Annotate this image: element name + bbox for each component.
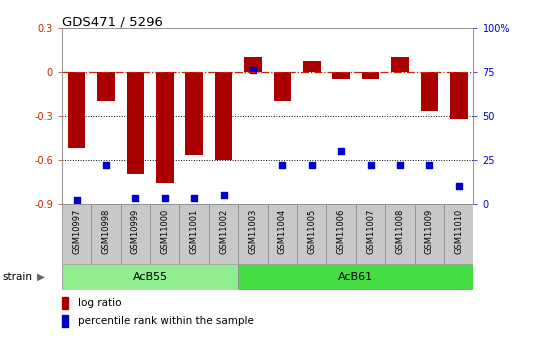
Text: GSM11005: GSM11005 bbox=[307, 208, 316, 254]
Bar bbox=[180, 204, 209, 264]
Text: GSM10997: GSM10997 bbox=[72, 208, 81, 254]
Point bbox=[249, 67, 257, 72]
Text: GSM11007: GSM11007 bbox=[366, 208, 375, 254]
Point bbox=[455, 183, 463, 189]
Bar bbox=[362, 72, 379, 79]
Point bbox=[160, 196, 169, 201]
Bar bbox=[150, 204, 180, 264]
Point bbox=[425, 162, 434, 168]
Point bbox=[366, 162, 375, 168]
Text: GSM10998: GSM10998 bbox=[102, 208, 110, 254]
Bar bbox=[303, 61, 321, 72]
Text: GSM11009: GSM11009 bbox=[425, 208, 434, 254]
Text: GSM11000: GSM11000 bbox=[160, 208, 169, 254]
Point bbox=[190, 196, 199, 201]
Bar bbox=[421, 72, 438, 111]
Point bbox=[278, 162, 287, 168]
Bar bbox=[238, 204, 268, 264]
Bar bbox=[327, 204, 356, 264]
Bar bbox=[121, 204, 150, 264]
Bar bbox=[415, 204, 444, 264]
Bar bbox=[297, 204, 327, 264]
Bar bbox=[62, 264, 238, 290]
Text: strain: strain bbox=[3, 272, 33, 282]
Text: GSM11002: GSM11002 bbox=[219, 208, 228, 254]
Point bbox=[395, 162, 404, 168]
Bar bbox=[126, 72, 144, 174]
Text: ▶: ▶ bbox=[37, 272, 45, 282]
Bar bbox=[91, 204, 121, 264]
Bar bbox=[62, 315, 68, 327]
Bar bbox=[244, 57, 262, 72]
Text: GSM11004: GSM11004 bbox=[278, 208, 287, 254]
Bar bbox=[156, 72, 174, 183]
Bar bbox=[62, 297, 68, 309]
Point bbox=[131, 196, 140, 201]
Bar bbox=[97, 72, 115, 101]
Point bbox=[337, 148, 345, 154]
Text: GSM11008: GSM11008 bbox=[395, 208, 405, 254]
Text: GSM10999: GSM10999 bbox=[131, 208, 140, 254]
Bar bbox=[209, 204, 238, 264]
Bar bbox=[238, 264, 473, 290]
Bar bbox=[450, 72, 468, 119]
Text: log ratio: log ratio bbox=[77, 298, 121, 308]
Point bbox=[72, 197, 81, 203]
Point bbox=[102, 162, 110, 168]
Point bbox=[220, 192, 228, 198]
Bar bbox=[62, 204, 91, 264]
Text: percentile rank within the sample: percentile rank within the sample bbox=[77, 316, 253, 326]
Text: AcB61: AcB61 bbox=[338, 272, 373, 282]
Text: GDS471 / 5296: GDS471 / 5296 bbox=[62, 16, 162, 29]
Point bbox=[307, 162, 316, 168]
Bar bbox=[385, 204, 415, 264]
Bar bbox=[68, 72, 86, 148]
Text: GSM11006: GSM11006 bbox=[337, 208, 345, 254]
Text: GSM11010: GSM11010 bbox=[454, 208, 463, 254]
Bar bbox=[444, 204, 473, 264]
Text: GSM11003: GSM11003 bbox=[249, 208, 258, 254]
Bar bbox=[215, 72, 232, 159]
Bar bbox=[267, 204, 297, 264]
Text: AcB55: AcB55 bbox=[132, 272, 168, 282]
Bar bbox=[356, 204, 385, 264]
Bar bbox=[185, 72, 203, 155]
Bar bbox=[391, 57, 409, 72]
Bar bbox=[273, 72, 291, 101]
Text: GSM11001: GSM11001 bbox=[190, 208, 199, 254]
Bar bbox=[332, 72, 350, 79]
